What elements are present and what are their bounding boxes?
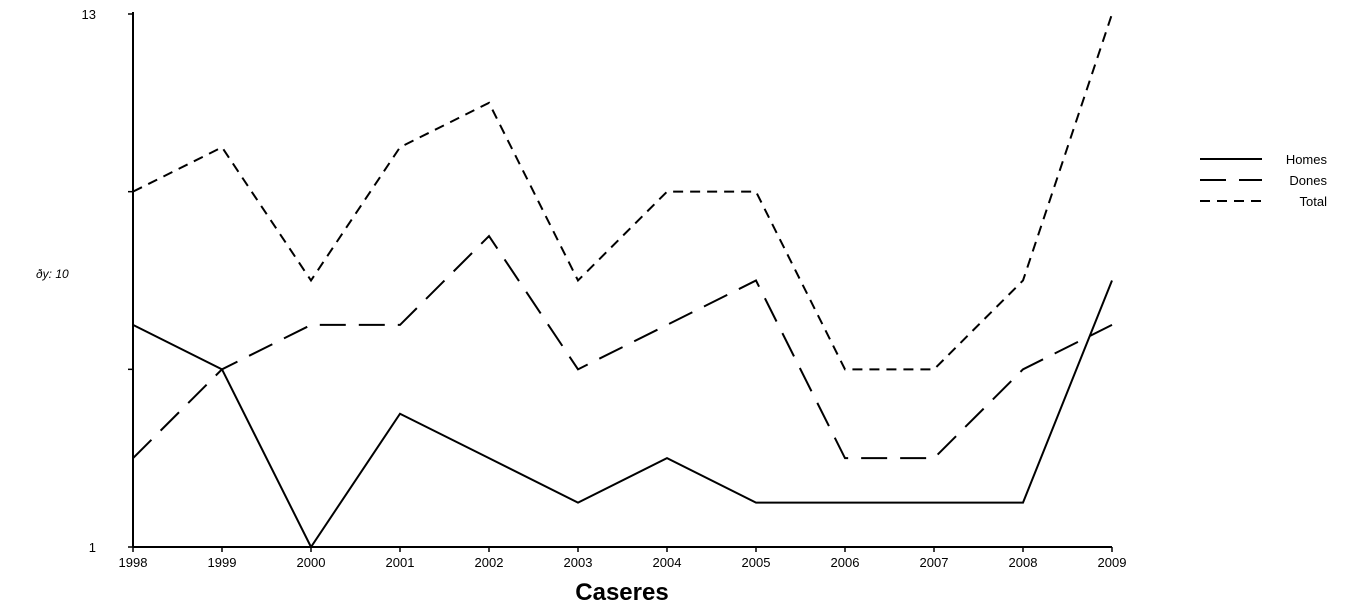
- x-tick-label: 2007: [920, 555, 949, 570]
- x-tick-label: 1998: [119, 555, 148, 570]
- x-tick-label: 2001: [386, 555, 415, 570]
- x-tick-label: 2009: [1098, 555, 1127, 570]
- x-tick-label: 2004: [653, 555, 682, 570]
- y-tick-label: 13: [82, 7, 96, 22]
- x-tick-label: 2008: [1009, 555, 1038, 570]
- y-ticks: 1 13: [82, 7, 133, 555]
- x-tick-label: 2005: [742, 555, 771, 570]
- x-tick-label: 2006: [831, 555, 860, 570]
- x-ticks: 1998 1999 2000 2001 2002 2003 2004 2005 2006 2007…: [119, 547, 1127, 570]
- x-tick-label: 2003: [564, 555, 593, 570]
- series-line-homes: [132, 280, 1113, 549]
- series-line-total: [132, 13, 1113, 371]
- legend-label-homes: Homes: [1286, 152, 1328, 167]
- series-lines: [132, 13, 1113, 549]
- x-tick-label: 1999: [208, 555, 237, 570]
- axes: [132, 12, 1112, 548]
- legend: Homes Dones Total: [1200, 152, 1328, 209]
- x-tick-label: 2000: [297, 555, 326, 570]
- x-tick-label: 2002: [475, 555, 504, 570]
- legend-label-dones: Dones: [1289, 173, 1327, 188]
- legend-label-total: Total: [1300, 194, 1328, 209]
- x-axis-title: Caseres: [575, 579, 668, 606]
- y-tick-label: 1: [89, 540, 96, 555]
- y-axis-title: ðy: 10: [36, 267, 69, 281]
- series-line-dones: [132, 234, 1113, 460]
